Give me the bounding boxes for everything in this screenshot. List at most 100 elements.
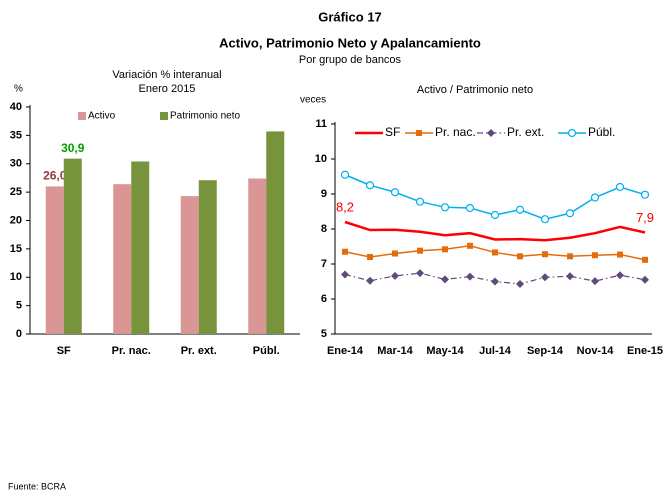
marker: [440, 203, 450, 212]
marker: [492, 249, 498, 256]
line: [344, 220, 646, 242]
marker: [567, 253, 573, 260]
marker: [441, 275, 449, 284]
marker: [391, 271, 399, 280]
marker: [442, 246, 448, 253]
legend-label: Activo: [88, 111, 116, 122]
marker: [390, 188, 400, 197]
marker: [615, 182, 625, 192]
bar: [113, 184, 132, 334]
x-tick-label: Mar-14: [377, 345, 413, 357]
legend-label: Patrimonio neto: [170, 111, 240, 122]
marker: [367, 254, 373, 260]
chart-title: Variación % interanual: [112, 69, 221, 81]
source-note: Fuente: BCRA: [8, 481, 66, 491]
marker: [542, 251, 548, 258]
marker: [340, 170, 350, 179]
bar: [63, 158, 82, 334]
y-tick-label: 35: [10, 129, 22, 141]
y-axis-label: veces: [300, 95, 326, 106]
legend-swatch: [78, 112, 86, 120]
x-tick-label: Nov-14: [577, 345, 615, 357]
bar: [248, 178, 267, 334]
legend-label: SF: [385, 125, 400, 139]
marker: [341, 270, 349, 279]
figure-title: Activo, Patrimonio Neto y Apalancamiento: [219, 35, 481, 50]
bar: [131, 161, 150, 334]
marker: [591, 277, 599, 286]
x-tick-label: Jul-14: [479, 345, 512, 357]
x-tick-label: May-14: [426, 345, 464, 357]
marker: [466, 272, 474, 281]
y-tick-label: 7: [321, 258, 327, 270]
legend-label: Pr. ext.: [507, 125, 544, 139]
marker: [517, 253, 523, 260]
marker: [491, 277, 499, 286]
marker: [342, 248, 348, 255]
figure-number: Gráfico 17: [318, 9, 382, 24]
marker: [565, 209, 575, 218]
y-tick-label: 15: [10, 243, 22, 255]
x-tick-label: Pr. ext.: [181, 345, 217, 357]
marker: [590, 193, 600, 202]
y-tick-label: 10: [10, 271, 22, 283]
x-tick-label: Ene-14: [327, 345, 364, 357]
y-tick-label: 40: [10, 101, 22, 113]
marker: [366, 276, 374, 285]
marker: [465, 203, 475, 213]
y-tick-label: 30: [10, 158, 22, 170]
marker: [392, 250, 398, 257]
data-label: 7,9: [636, 210, 654, 225]
marker: [365, 181, 375, 190]
data-label: 26,0: [43, 169, 67, 183]
marker: [490, 210, 500, 220]
x-tick-label: SF: [57, 345, 71, 357]
y-tick-label: 0: [16, 328, 22, 340]
marker: [540, 215, 550, 224]
data-label: 30,9: [61, 141, 85, 155]
y-tick-label: 10: [315, 153, 327, 165]
legend-label: Pr. nac.: [435, 125, 476, 139]
y-tick-label: 5: [16, 300, 22, 312]
marker: [566, 272, 574, 281]
chart-subtitle: Enero 2015: [139, 83, 196, 95]
bar: [198, 180, 217, 334]
y-axis-label: %: [14, 84, 23, 95]
x-tick-label: Pr. nac.: [112, 345, 151, 357]
bar: [266, 131, 285, 334]
marker: [515, 205, 525, 214]
marker: [641, 275, 649, 284]
bar: [45, 186, 64, 334]
legend-label: Públ.: [588, 125, 615, 139]
marker: [417, 247, 423, 254]
bar: [180, 196, 199, 334]
marker: [416, 130, 422, 136]
y-tick-label: 5: [321, 328, 327, 340]
y-tick-label: 11: [315, 118, 327, 130]
marker: [617, 251, 623, 258]
x-tick-label: Ene-15: [627, 345, 663, 357]
y-tick-label: 8: [321, 223, 327, 235]
x-tick-label: Públ.: [253, 345, 280, 357]
y-tick-label: 25: [10, 186, 22, 198]
marker: [416, 269, 424, 278]
y-tick-label: 20: [10, 214, 22, 226]
marker: [467, 242, 473, 249]
marker: [487, 129, 495, 137]
y-tick-label: 6: [321, 293, 327, 305]
marker: [616, 271, 624, 280]
marker: [516, 279, 524, 288]
y-tick-label: 9: [321, 188, 327, 200]
chart-title: Activo / Patrimonio neto: [417, 84, 533, 96]
marker: [642, 256, 648, 263]
data-label: 8,2: [336, 199, 354, 214]
marker: [415, 197, 425, 206]
marker: [541, 273, 549, 282]
x-tick-label: Sep-14: [527, 345, 564, 357]
figure-subtitle: Por grupo de bancos: [299, 54, 402, 66]
marker: [567, 128, 577, 138]
marker: [640, 190, 650, 199]
marker: [592, 252, 598, 259]
